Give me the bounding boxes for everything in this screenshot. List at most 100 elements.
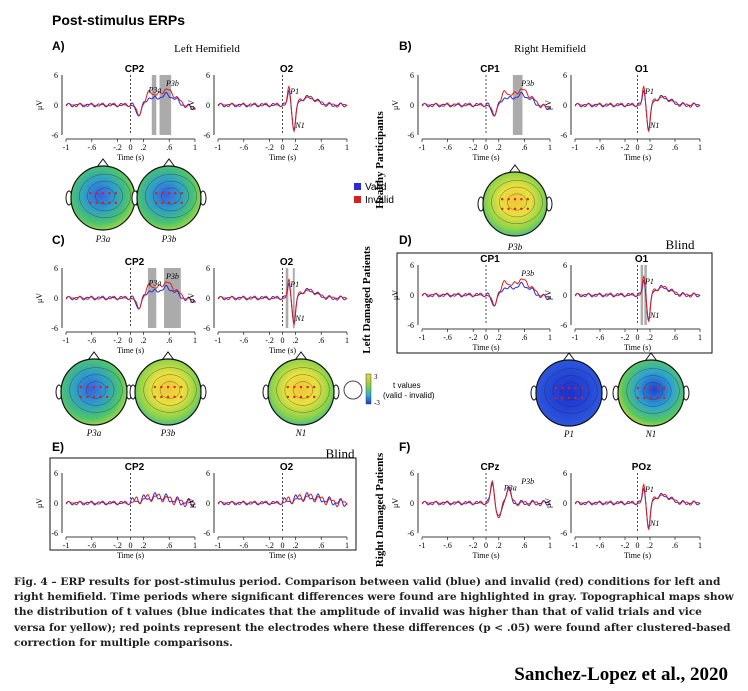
erp-plot-o1: 6 0 -6 μV -1 -.6 -.2 0 .2 .6 1 Time (s) O1 P1 N1 — [544, 64, 702, 162]
x-tick-label: -.2 — [265, 143, 274, 152]
x-tick-label: -1 — [63, 336, 70, 345]
x-tick-label: 1 — [193, 143, 197, 152]
electrode-label: O2 — [280, 462, 294, 473]
y-axis-label: μV — [35, 100, 44, 110]
component-label-n1: N1 — [294, 121, 304, 130]
x-tick-label: 1 — [345, 143, 349, 152]
panel-title: Left Hemifield — [174, 43, 240, 55]
x-tick-label: .2 — [140, 336, 146, 345]
significant-electrode — [286, 385, 289, 389]
x-tick-label: -.2 — [469, 333, 478, 342]
valid-trace — [421, 482, 551, 516]
x-axis-label: Time (s) — [624, 153, 651, 162]
erp-plot-cp1: 6 0 -6 μV -1 -.6 -.2 0 .2 .6 1 Time (s) CP1 P3b — [391, 254, 552, 352]
significant-electrode — [636, 396, 639, 400]
contour-line — [143, 367, 197, 413]
figure-caption: Fig. 4 – ERP results for post-stimulus p… — [14, 576, 734, 649]
significant-electrode — [160, 395, 163, 399]
scalp-map — [60, 358, 128, 426]
significant-electrode — [180, 201, 183, 204]
scalp-map — [134, 358, 202, 426]
row-label-left-damaged-line1: Left Damaged Patients — [361, 246, 373, 354]
colorbar-head-icon — [343, 380, 363, 400]
erp-plot-cp1: 6 0 -6 μV -1 -.6 -.2 0 .2 .6 1 Time (s) CP1 P3b — [391, 64, 552, 162]
x-tick-label: .2 — [140, 143, 146, 152]
x-axis-label: Time (s) — [117, 346, 144, 355]
panel-letter: A) — [52, 39, 65, 53]
panel-d-frame — [396, 252, 713, 354]
x-tick-label: 0 — [129, 143, 133, 152]
x-axis-label: Time (s) — [472, 343, 499, 352]
contour-line — [85, 381, 107, 399]
invalid-trace — [217, 85, 348, 133]
y-tick-label: -6 — [51, 529, 58, 538]
significant-electrode — [507, 207, 510, 210]
legend-valid-label: Valid — [365, 182, 387, 193]
panel-letter: B) — [399, 39, 412, 53]
colorbar-min: -3 — [374, 399, 380, 407]
x-tick-label: .2 — [140, 541, 146, 550]
legend-invalid-label: Invalid — [365, 195, 394, 206]
x-tick-label: 0 — [129, 336, 133, 345]
x-tick-label: -.6 — [239, 541, 248, 550]
head-nose-icon — [162, 158, 176, 168]
x-axis-label: Time (s) — [117, 153, 144, 162]
component-label-p3a: P3a — [503, 484, 517, 493]
y-tick-label: 6 — [54, 71, 58, 80]
significant-electrode — [513, 198, 517, 201]
contour-line — [544, 368, 598, 414]
electrode-label: O2 — [280, 257, 294, 268]
y-tick-label: 6 — [410, 261, 414, 270]
significant-electrode — [663, 386, 666, 390]
component-label-p1: P1 — [289, 280, 299, 289]
x-tick-label: .6 — [166, 336, 172, 345]
x-axis-label: Time (s) — [269, 551, 296, 560]
y-tick-label: 0 — [206, 294, 210, 303]
contour-line — [153, 180, 189, 212]
contour-line — [95, 187, 115, 205]
topo-map-p3b: P3b — [129, 351, 207, 438]
y-axis-label: μV — [187, 293, 196, 303]
head-nose-icon — [562, 352, 576, 362]
y-tick-label: 6 — [206, 469, 210, 478]
y-tick-label: 0 — [206, 101, 210, 110]
contour-line — [69, 367, 123, 413]
significant-electrode — [561, 396, 564, 400]
significant-electrode — [114, 201, 118, 204]
significant-electrode — [155, 201, 158, 204]
topo-map-p1: P1 — [530, 352, 608, 439]
component-label-p1: P1 — [644, 485, 654, 494]
x-tick-label: -.6 — [596, 143, 605, 152]
x-tick-label: -1 — [572, 143, 579, 152]
invalid-trace — [65, 493, 196, 508]
citation-credit: Sanchez-Lopez et al., 2020 — [514, 664, 728, 685]
contour-line — [491, 179, 543, 225]
x-tick-label: 1 — [345, 336, 349, 345]
x-tick-label: -.2 — [621, 541, 630, 550]
y-tick-label: 0 — [410, 291, 414, 300]
significant-electrode — [656, 396, 659, 400]
significant-electrode — [299, 395, 303, 399]
x-axis-label: Time (s) — [269, 346, 296, 355]
significant-electrode — [101, 201, 105, 204]
significant-electrode — [160, 385, 163, 389]
head-nose-icon — [294, 351, 308, 361]
topo-map-n1: N1 — [262, 351, 340, 438]
panel-title: Blind — [666, 237, 695, 252]
significant-electrode — [554, 386, 557, 390]
electrode-label: CP1 — [480, 254, 500, 265]
x-axis-label: Time (s) — [624, 551, 651, 560]
valid-trace — [217, 282, 348, 325]
y-axis-label: μV — [35, 293, 44, 303]
x-tick-label: .6 — [521, 333, 527, 342]
significant-electrode — [106, 385, 109, 389]
significant-electrode — [86, 395, 89, 399]
y-tick-label: 0 — [410, 499, 414, 508]
scalp-map — [70, 165, 136, 231]
x-tick-label: .2 — [496, 143, 502, 152]
significant-electrode — [89, 201, 92, 204]
y-axis-label: μV — [544, 498, 553, 508]
contour-line — [151, 374, 189, 406]
